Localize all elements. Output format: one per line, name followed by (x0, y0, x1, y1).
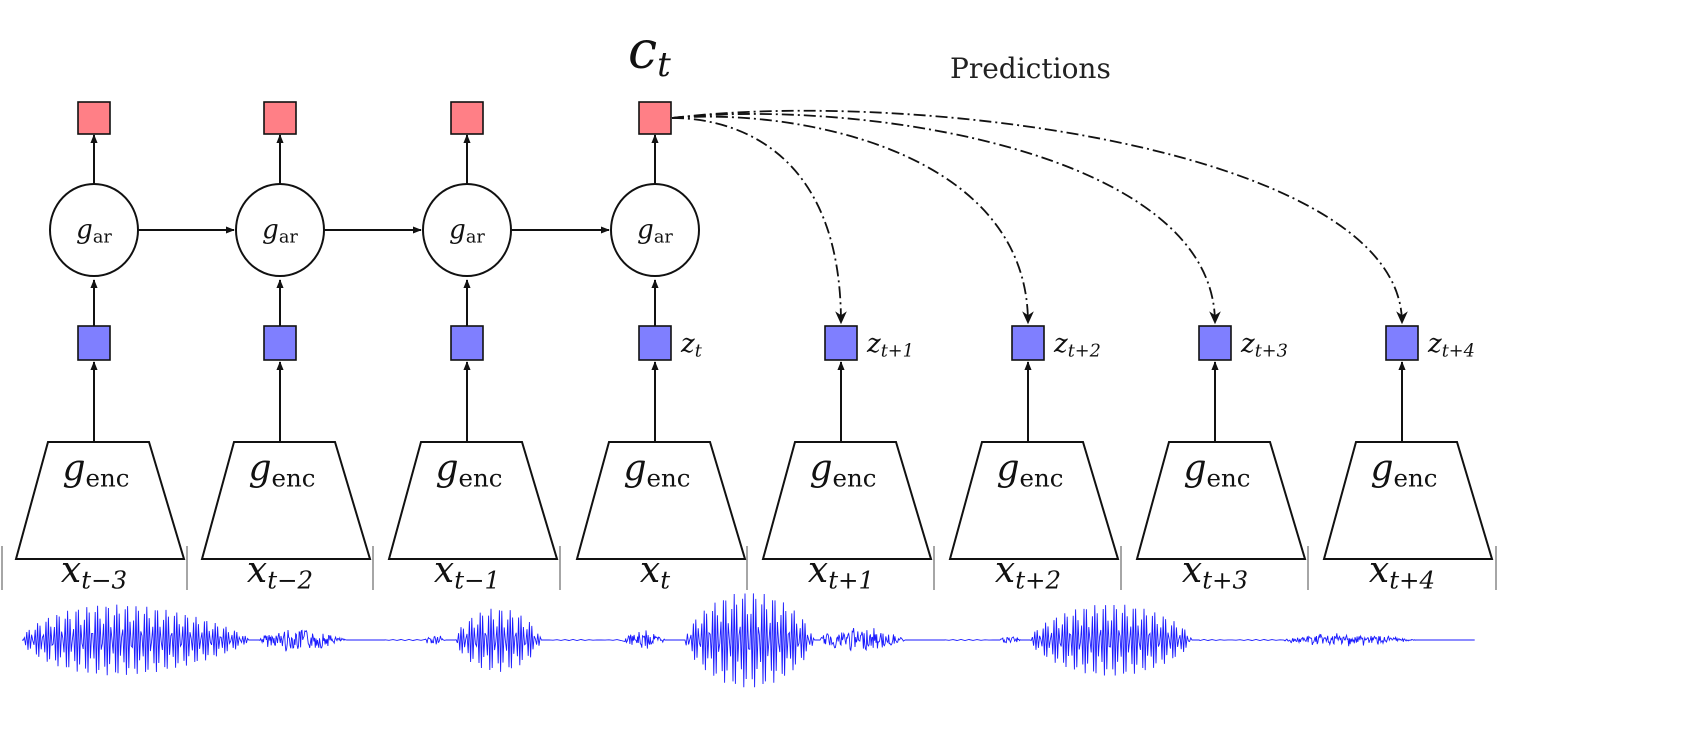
autoregressive-label: gar (76, 215, 112, 248)
latent-z-box (638, 325, 672, 361)
encoder-block (948, 441, 1120, 560)
latent-z-box (1385, 325, 1419, 361)
prediction-arrow (671, 113, 1221, 325)
context-c-box (263, 101, 297, 135)
context-c-box (450, 101, 484, 135)
input-segment-label: xt+4 (1369, 550, 1435, 594)
latent-z-box (450, 325, 484, 361)
encoder-block (575, 441, 747, 560)
encoder-label: genc (63, 448, 130, 492)
latent-z-box (1011, 325, 1045, 361)
latent-z-box (263, 325, 297, 361)
latent-z-label: zt+4 (1427, 329, 1475, 362)
audio-waveform (21, 593, 1475, 688)
latent-z-box (824, 325, 858, 361)
autoregressive-label: gar (449, 215, 485, 248)
latent-z-label: zt (680, 329, 703, 362)
context-c-box (638, 101, 672, 135)
encoder-block (200, 441, 372, 560)
input-segment-label: xt−2 (247, 550, 313, 594)
latent-z-label: zt+2 (1053, 329, 1101, 362)
encoder-label: genc (1184, 448, 1251, 492)
input-segment-label: xt+1 (808, 550, 874, 594)
encoder-label: genc (249, 448, 316, 492)
latent-z-label: zt+3 (1240, 329, 1288, 362)
encoder-label: genc (436, 448, 503, 492)
prediction-arrow (671, 109, 1408, 325)
latent-z-box (1198, 325, 1232, 361)
prediction-arrow (671, 117, 847, 325)
input-segment-label: xt−3 (61, 550, 127, 594)
latent-z-label: zt+1 (866, 329, 914, 362)
encoder-label: genc (810, 448, 877, 492)
input-segment-label: xt−1 (434, 550, 500, 594)
encoder-label: genc (1371, 448, 1438, 492)
encoder-block (387, 441, 559, 560)
latent-z-box (77, 325, 111, 361)
encoder-block (1135, 441, 1307, 560)
context-label: ct (628, 21, 671, 85)
autoregressive-label: gar (262, 215, 298, 248)
predictions-label: Predictions (950, 52, 1111, 85)
input-segment-label: xt+2 (995, 550, 1061, 594)
prediction-arrow (671, 115, 1034, 325)
input-segment-label: xt (640, 550, 670, 594)
input-segment-label: xt+3 (1182, 550, 1248, 594)
autoregressive-label: gar (637, 215, 673, 248)
context-c-box (77, 101, 111, 135)
encoder-label: genc (624, 448, 691, 492)
encoder-block (14, 441, 186, 560)
encoder-block (1322, 441, 1494, 560)
encoder-label: genc (997, 448, 1064, 492)
encoder-block (761, 441, 933, 560)
